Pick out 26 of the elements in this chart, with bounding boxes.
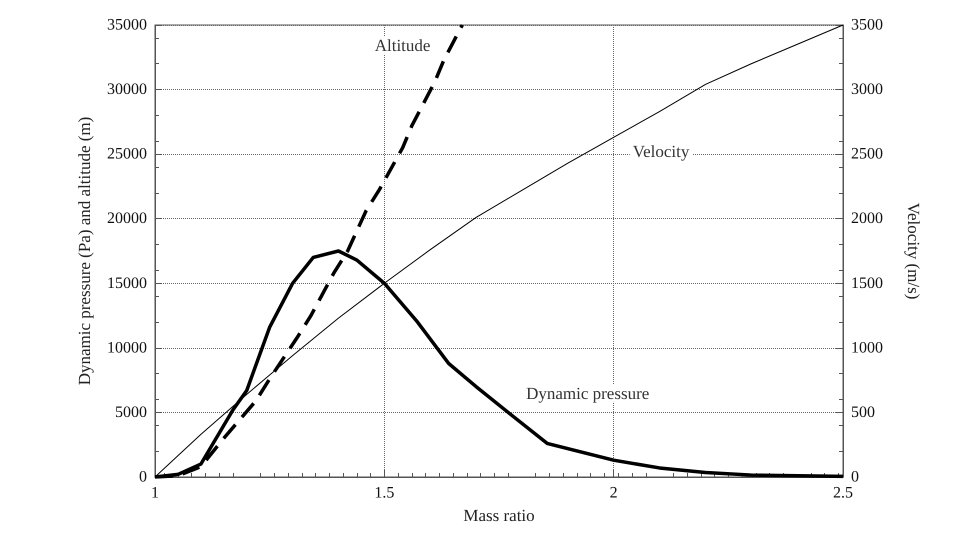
- y2-tick-label: 0: [851, 468, 859, 486]
- y-tick-label: 10000: [107, 339, 147, 356]
- y2-tick-label: 1500: [851, 274, 883, 292]
- y2-tick-label: 3000: [851, 81, 883, 98]
- y-tick-label: 0: [139, 468, 147, 486]
- x-tick-label: 1: [151, 484, 159, 502]
- y-tick-label: 5000: [115, 404, 147, 421]
- series-label: Dynamic pressure: [526, 384, 650, 403]
- x-tick-label: 2.5: [833, 484, 853, 502]
- y2-tick-label: 3500: [851, 16, 883, 34]
- y-axis-title: Dynamic pressure (Pa) and altitude (m): [75, 116, 94, 386]
- y-tick-label: 25000: [107, 146, 147, 163]
- y2-axis-title: Velocity (m/s): [904, 202, 923, 300]
- y2-tick-label: 2000: [851, 210, 883, 228]
- y-tick-label: 20000: [107, 210, 147, 228]
- y-tick-label: 30000: [107, 81, 147, 98]
- y2-tick-label: 2500: [851, 146, 883, 163]
- series-label: Altitude: [374, 36, 430, 55]
- x-tick-label: 2: [610, 484, 618, 502]
- x-tick-label: 1.5: [374, 484, 394, 502]
- x-axis-title: Mass ratio: [463, 506, 535, 525]
- y2-tick-label: 1000: [851, 339, 883, 356]
- y-tick-label: 15000: [107, 274, 147, 292]
- y-tick-label: 35000: [107, 16, 147, 34]
- y2-tick-label: 500: [851, 404, 875, 421]
- series-label: Velocity: [632, 142, 690, 162]
